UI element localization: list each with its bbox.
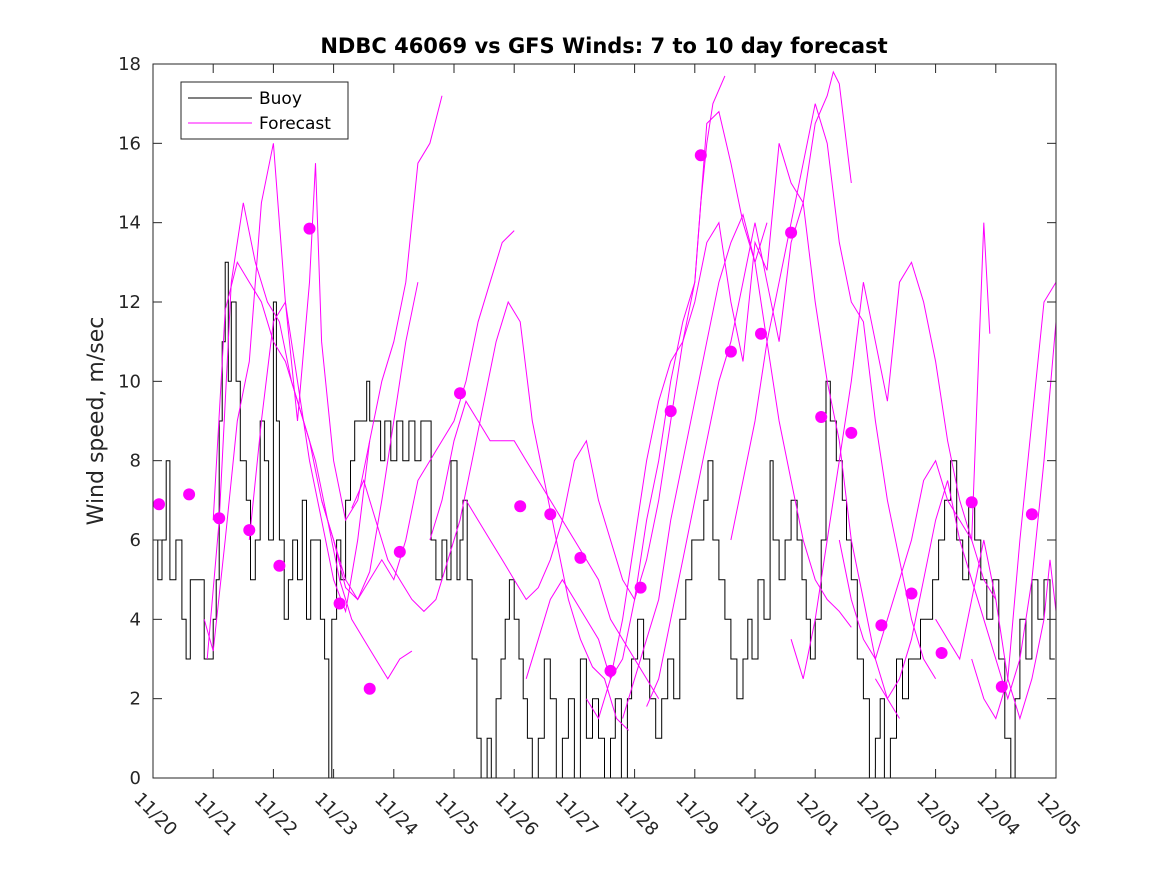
- forecast-marker: [755, 327, 767, 340]
- y-axis-ticks: 0 2 4 6 8 10 12 14 16 18: [118, 54, 1056, 789]
- y-axis-label: Wind speed, m/sec: [84, 317, 109, 526]
- forecast-marker: [634, 581, 647, 594]
- forecast-marker: [995, 680, 1008, 693]
- forecast-marker: [363, 682, 376, 695]
- forecast-marker: [393, 545, 406, 558]
- y-tick-label: 2: [130, 689, 141, 710]
- forecast-marker: [303, 222, 316, 235]
- forecast-line-18: [971, 242, 1057, 720]
- forecast-marker: [785, 226, 798, 239]
- forecast-marker: [815, 411, 828, 423]
- forecast-marker: [875, 619, 888, 632]
- forecast-line-15: [838, 222, 991, 661]
- y-tick-label: 16: [118, 133, 141, 154]
- forecast-marker: [544, 508, 557, 521]
- chart-title: NDBC 46069 vs GFS Winds: 7 to 10 day for…: [320, 34, 887, 58]
- forecast-line-17: [935, 539, 1057, 721]
- buoy-line: [153, 261, 1055, 779]
- forecast-marker: [333, 597, 346, 610]
- forecast-marker: [935, 647, 948, 659]
- y-tick-label: 0: [130, 768, 141, 789]
- forecast-marker: [454, 387, 466, 400]
- forecast-line-11: [622, 213, 852, 719]
- forecast-marker: [153, 498, 165, 511]
- forecast-marker: [965, 496, 978, 509]
- y-tick-label: 14: [118, 213, 141, 234]
- buoy-series: [153, 261, 1055, 779]
- forecast-marker: [243, 524, 256, 537]
- y-tick-label: 6: [130, 530, 141, 551]
- forecast-marker: [273, 559, 286, 572]
- forecast-line-9: [525, 110, 768, 681]
- forecast-line-13: [730, 103, 937, 680]
- forecast-marker: [845, 426, 858, 439]
- forecast-line-4: [248, 95, 443, 614]
- y-tick-label: 4: [130, 609, 141, 630]
- legend-label-buoy: Buoy: [259, 89, 302, 109]
- forecast-markers: [153, 149, 1038, 695]
- forecast-marker: [1025, 508, 1038, 521]
- forecast-marker: [905, 587, 918, 600]
- forecast-line-16: [874, 151, 1057, 701]
- y-tick-label: 8: [130, 451, 141, 472]
- forecast-series: [203, 70, 1057, 731]
- y-tick-label: 10: [118, 371, 141, 392]
- legend-box: [180, 81, 349, 140]
- plot-frame: [152, 63, 1057, 779]
- forecast-marker: [183, 488, 196, 501]
- forecast-line-14: [790, 261, 997, 679]
- forecast-marker: [664, 405, 677, 418]
- legend-label-forecast: Forecast: [259, 114, 331, 134]
- forecast-line-1: [203, 143, 371, 652]
- forecast-line-6: [351, 300, 629, 731]
- forecast-line-5: [321, 230, 515, 601]
- y-tick-label: 18: [118, 54, 141, 75]
- forecast-marker: [574, 551, 587, 564]
- legend: Buoy Forecast: [180, 81, 349, 140]
- forecast-marker: [604, 664, 617, 677]
- y-tick-label: 12: [118, 292, 141, 313]
- forecast-marker: [694, 149, 707, 162]
- forecast-marker: [514, 500, 527, 513]
- forecast-marker: [213, 512, 226, 525]
- forecast-marker: [724, 345, 737, 358]
- forecast-line-3: [212, 261, 419, 601]
- forecast-line-7: [429, 399, 660, 699]
